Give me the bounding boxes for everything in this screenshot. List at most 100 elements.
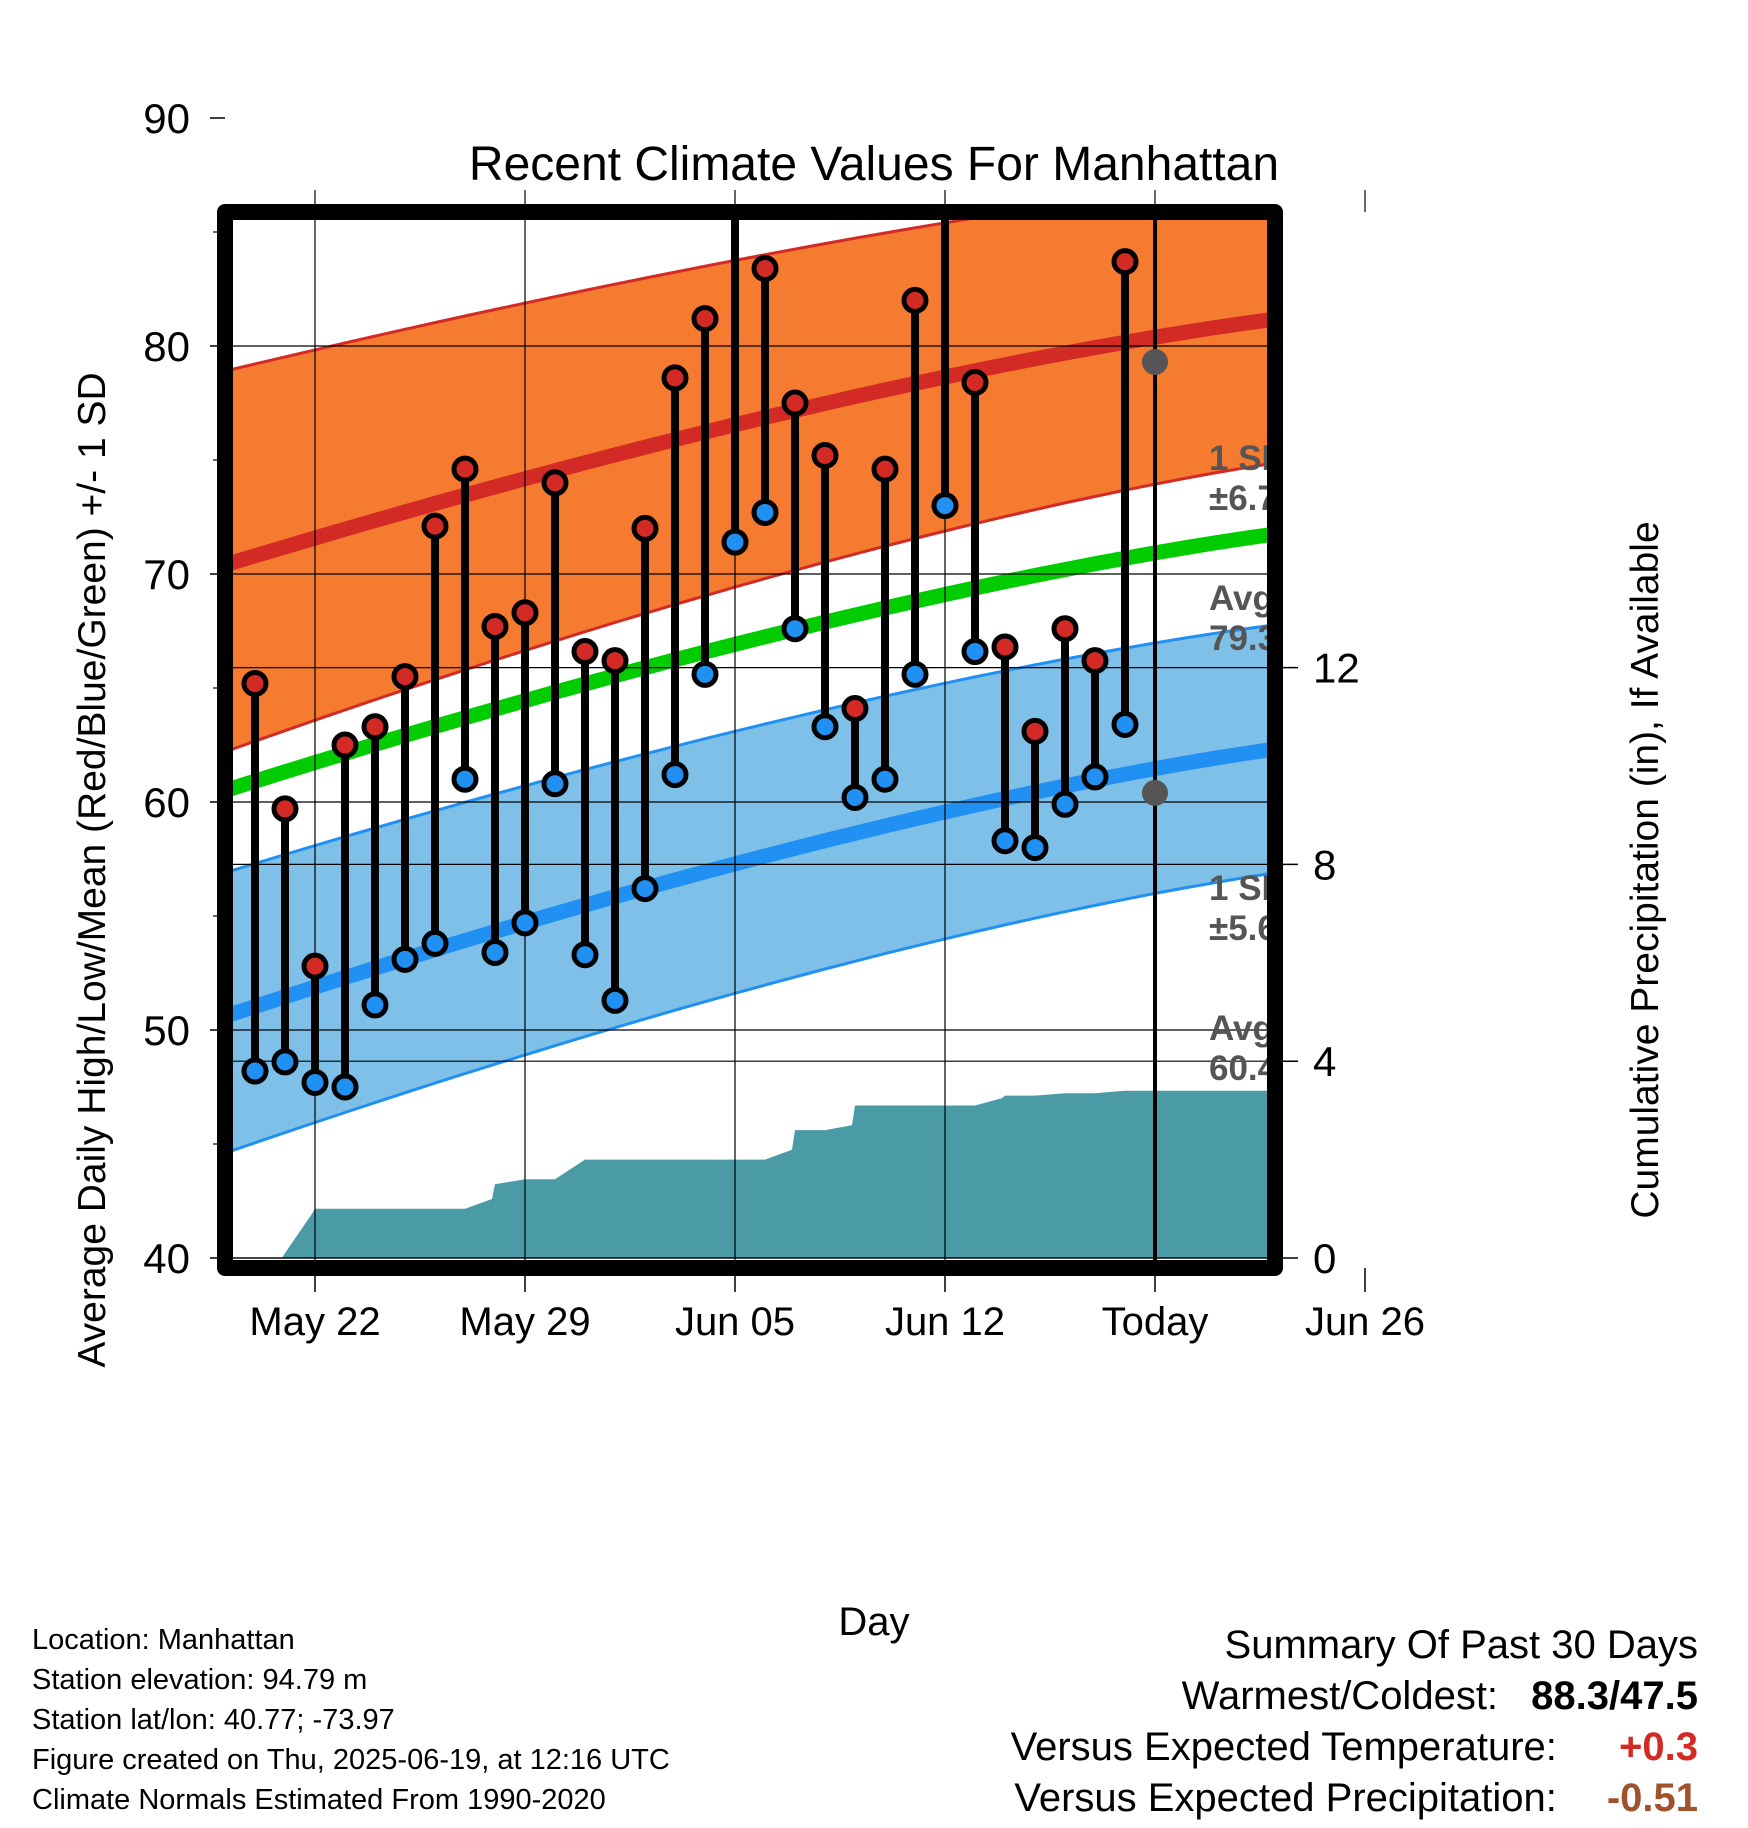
low-temp-point <box>1021 834 1049 862</box>
plot-content: 1 SD: ±6.7°F Avg: 79.3°F 1 SD: ±5.6°F Avg: 60.4… <box>225 212 1313 1463</box>
y-axis-label-right: Cumulative Precipitation (in), If Availa… <box>1624 521 1667 1218</box>
high-temp-point <box>781 389 809 417</box>
low-temp-point <box>361 991 389 1019</box>
y-tick-label: 70 <box>143 551 190 598</box>
low-temp-point <box>331 1073 359 1101</box>
high-sd-annotation: 1 SD: ±6.7°F <box>1209 439 1312 518</box>
x-tick-label: Jun 12 <box>885 1300 1005 1344</box>
y2-tick-label: 12 <box>1313 645 1360 692</box>
low-temp-point <box>841 783 869 811</box>
high-temp-point <box>241 669 269 697</box>
low-temp-point <box>271 1048 299 1076</box>
low-temp-point <box>991 827 1019 855</box>
low-temp-point <box>541 770 569 798</box>
low-temp-point <box>901 660 929 688</box>
low-temp-point <box>301 1068 329 1096</box>
high-temp-point <box>481 612 509 640</box>
high-temp-point <box>601 647 629 675</box>
x-tick-label: Today <box>1102 1300 1209 1344</box>
low-temp-point <box>451 765 479 793</box>
precip-label: Versus Expected Precipitation: <box>1014 1776 1557 1820</box>
warmest-label: Warmest/Coldest: <box>1181 1674 1499 1718</box>
station-info: Location: Manhattan Station elevation: 9… <box>32 1620 670 1820</box>
low-temp-point <box>661 761 689 789</box>
low-temp-point <box>811 713 839 741</box>
low-temp-point <box>571 941 599 969</box>
high-temp-point <box>751 254 779 282</box>
window-annotation: 30 Days <box>1203 1384 1287 1463</box>
summary-panel: Summary Of Past 30 Days Warmest/Coldest:… <box>1011 1620 1698 1824</box>
high-temp-point <box>1081 647 1109 675</box>
high-temp-point <box>841 695 869 723</box>
low-normal-line <box>225 741 1275 1024</box>
high-temp-point <box>271 795 299 823</box>
low-temp-point <box>601 986 629 1014</box>
normals-text: Climate Normals Estimated From 1990-2020 <box>32 1784 606 1816</box>
high-temp-point <box>1111 248 1139 276</box>
y-tick-label: 40 <box>143 1235 190 1282</box>
warmest-row: Warmest/Coldest: 88.3/47.5 <box>1011 1671 1698 1722</box>
temp-label: Versus Expected Temperature: <box>1010 1725 1557 1769</box>
precip-area <box>225 1090 1275 1258</box>
low-temp-point <box>511 909 539 937</box>
precip-row: Versus Expected Precipitation: -0.51 <box>1011 1773 1698 1824</box>
x-tick-label: Jun 05 <box>675 1300 795 1344</box>
low-temp-point <box>481 938 509 966</box>
y-tick-label: 90 <box>143 95 190 142</box>
high-temp-point <box>421 512 449 540</box>
elevation-text: Station elevation: 94.79 m <box>32 1664 368 1696</box>
high-temp-point <box>361 713 389 741</box>
high-temp-point <box>631 514 659 542</box>
y2-tick-label: 8 <box>1313 841 1336 888</box>
plot-area: 1 SD: ±6.7°F Avg: 79.3°F 1 SD: ±5.6°F Avg: 60.4… <box>143 95 1425 1463</box>
high-temp-point <box>301 952 329 980</box>
y-tick-label: 50 <box>143 1007 190 1054</box>
high-temp-point <box>451 455 479 483</box>
low-temp-point <box>691 660 719 688</box>
high-temp-point <box>991 633 1019 661</box>
high-temp-point <box>511 599 539 627</box>
low-temp-point <box>931 492 959 520</box>
low-temp-point <box>871 765 899 793</box>
y-tick-label: 80 <box>143 323 190 370</box>
low-avg-annotation: Avg: 60.4°F <box>1209 1009 1313 1088</box>
high-temp-point <box>391 663 419 691</box>
y2-tick-label: 0 <box>1313 1235 1336 1282</box>
low-temp-point <box>1051 790 1079 818</box>
low-sd-annotation: 1 SD: ±5.6°F <box>1209 869 1312 948</box>
low-temp-point <box>1111 710 1139 738</box>
high-temp-point <box>661 364 689 392</box>
x-axis-label: Day <box>838 1600 909 1644</box>
summary-title: Summary Of Past 30 Days <box>1224 1623 1698 1667</box>
high-temp-point <box>571 638 599 666</box>
today-low-avg-marker <box>1142 779 1168 806</box>
low-temp-point <box>721 528 749 556</box>
high-avg-annotation: Avg: 79.3°F <box>1209 579 1313 658</box>
low-temp-point <box>751 498 779 526</box>
high-temp-point <box>811 441 839 469</box>
high-temp-point <box>691 305 719 333</box>
low-temp-point <box>961 638 989 666</box>
high-temp-point <box>1021 717 1049 745</box>
high-temp-point <box>871 455 899 483</box>
latlon-text: Station lat/lon: 40.77; -73.97 <box>32 1704 395 1736</box>
high-temp-point <box>541 469 569 497</box>
low-temp-point <box>241 1057 269 1085</box>
chart-title: Recent Climate Values For Manhattan <box>469 138 1279 191</box>
x-tick-label: May 22 <box>249 1300 380 1344</box>
plot-frame <box>217 204 1283 1276</box>
temp-row: Versus Expected Temperature: +0.3 <box>1011 1722 1698 1773</box>
high-temp-point <box>901 286 929 314</box>
low-sd-band <box>225 623 1275 1155</box>
warmest-value: 88.3/47.5 <box>1531 1674 1698 1718</box>
y2-tick-label: 4 <box>1313 1038 1336 1085</box>
temp-value: +0.3 <box>1619 1725 1698 1769</box>
y-axis-label-left: Average Daily High/Low/Mean (Red/Blue/Gr… <box>71 372 114 1367</box>
x-tick-label: May 29 <box>459 1300 590 1344</box>
low-temp-point <box>421 929 449 957</box>
low-temp-point <box>1081 763 1109 791</box>
high-temp-point <box>961 368 989 396</box>
high-temp-point <box>331 731 359 759</box>
low-temp-point <box>781 615 809 643</box>
